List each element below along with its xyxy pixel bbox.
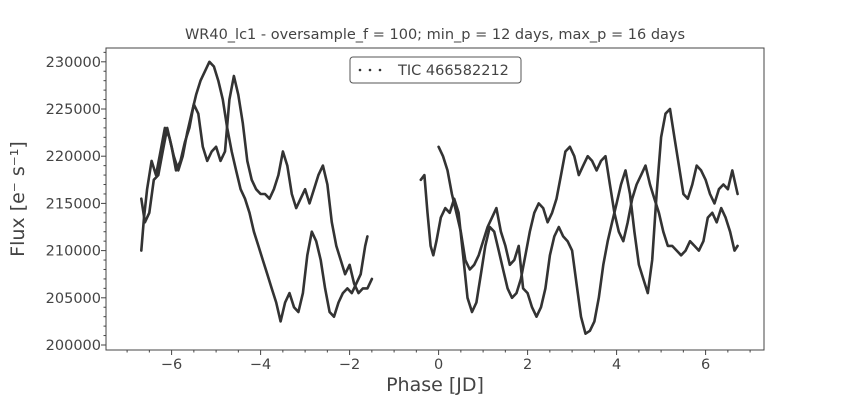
light-curve-segment xyxy=(419,145,739,314)
y-axis-label: Flux [e⁻ s⁻¹] xyxy=(7,141,29,257)
y-tick-label: 225000 xyxy=(46,102,101,118)
x-axis-label: Phase [JD] xyxy=(386,374,484,396)
legend-marker-dot xyxy=(378,68,382,72)
y-tick-label: 205000 xyxy=(46,291,101,307)
y-tick-label: 215000 xyxy=(46,196,101,212)
x-tick-label: −4 xyxy=(250,357,271,373)
plot-area xyxy=(140,60,739,335)
x-tick-label: 6 xyxy=(701,357,710,373)
x-tick-label: 2 xyxy=(523,357,532,373)
axes-frame xyxy=(105,47,765,351)
chart-title: WR40_lc1 - oversample_f = 100; min_p = 1… xyxy=(185,27,685,43)
y-tick-label: 220000 xyxy=(46,149,101,165)
x-tick-label: 4 xyxy=(612,357,621,373)
x-tick-label: −2 xyxy=(339,357,360,373)
y-axis: 200000 205000 210000 215000 220000 225000 2300… xyxy=(46,51,106,354)
y-tick-label: 200000 xyxy=(46,338,101,354)
x-tick-label: −6 xyxy=(161,357,182,373)
light-curve-segment xyxy=(437,107,739,335)
light-curve-segment xyxy=(140,60,369,323)
legend-marker-dot xyxy=(358,68,362,72)
legend-marker-dot xyxy=(368,68,372,72)
light-curve-segment xyxy=(140,74,374,295)
legend-box xyxy=(349,56,522,84)
x-axis: −6 −4 −2 0 2 4 6 xyxy=(126,350,751,373)
x-tick-label: 0 xyxy=(434,357,443,373)
y-tick-label: 210000 xyxy=(46,244,101,260)
legend: TIC 466582212 xyxy=(349,56,522,84)
legend-label: TIC 466582212 xyxy=(397,63,509,79)
y-tick-label: 230000 xyxy=(46,55,101,71)
